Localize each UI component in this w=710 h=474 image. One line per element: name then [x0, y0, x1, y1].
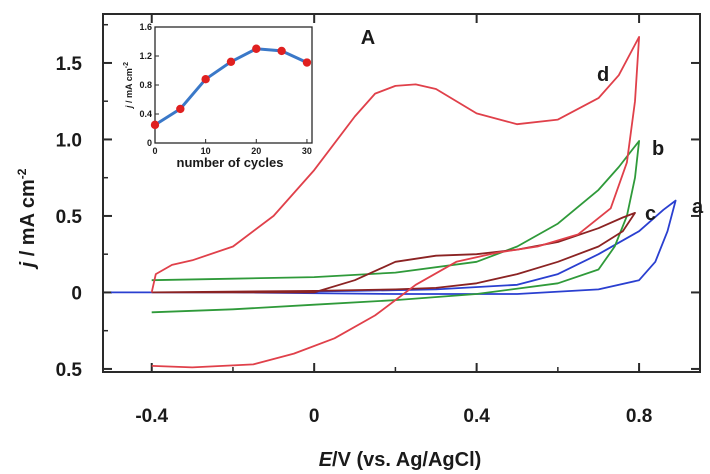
- inset-frame: [154, 26, 313, 144]
- curve-label-c: c: [645, 203, 656, 225]
- inset-x-tick-label: 30: [302, 146, 312, 156]
- inset-y-tick-label: 0.8: [139, 80, 152, 90]
- main-y-tick-label: 0: [71, 283, 82, 304]
- curve-label-a: a: [692, 196, 704, 218]
- main-y-tick-label: 0.5: [56, 360, 83, 381]
- inset-x-tick-label: 0: [152, 146, 157, 156]
- inset-x-tick-label: 10: [201, 146, 211, 156]
- series-line-b: [151, 140, 640, 314]
- main-series-group: [111, 36, 677, 369]
- curve-label-b: b: [652, 138, 664, 160]
- inset-data-point: [226, 57, 236, 66]
- inset-chart: 0 10 20 30 0 0.4 0.8 1.2 1.6 number of cycles j …: [123, 22, 313, 170]
- series-line-d: [150, 36, 640, 369]
- inset-y-tick-label: 1.2: [139, 51, 152, 61]
- main-x-axis-title: E/V (vs. Ag/AgCl): [319, 449, 482, 471]
- main-x-tick-label: 0: [309, 406, 320, 427]
- inset-data-point: [201, 75, 210, 84]
- main-y-tick-label: 0.5: [56, 207, 83, 228]
- curve-label-d: d: [597, 64, 609, 86]
- inset-data-point: [252, 44, 261, 53]
- inset-y-axis-title: j / mA cm-2: [123, 62, 134, 109]
- main-y-tick-label: 1.5: [56, 54, 83, 75]
- panel-label: A: [361, 27, 375, 49]
- inset-y-tick-label: 0.4: [139, 109, 152, 119]
- main-x-tick-label: 0.4: [463, 406, 490, 427]
- inset-axis-ticks: 0 10 20 30 0 0.4 0.8 1.2 1.6: [139, 22, 311, 156]
- inset-y-tick-label: 1.6: [139, 22, 152, 32]
- inset-data-point: [150, 120, 160, 130]
- series-line-a: [111, 199, 677, 295]
- main-x-tick-label: 0.8: [626, 406, 652, 427]
- inset-y-tick-label: 0: [147, 138, 152, 148]
- series-line-c: [151, 212, 636, 294]
- inset-data-point: [277, 46, 286, 56]
- main-x-tick-label: -0.4: [135, 406, 168, 427]
- inset-x-axis-title: number of cycles: [177, 155, 284, 170]
- inset-data-point: [176, 104, 185, 114]
- inset-x-tick-label: 20: [251, 146, 261, 156]
- main-axis-ticks: -0.4 0 0.4 0.8 0.5 0 0.5 1.0 1.5: [56, 14, 700, 427]
- inset-data-point: [302, 58, 312, 67]
- main-y-tick-label: 1.0: [56, 130, 82, 151]
- inset-markers: [150, 44, 312, 130]
- main-y-axis-title: j / mA cm-2: [15, 168, 39, 270]
- main-plot-frame: [102, 13, 701, 373]
